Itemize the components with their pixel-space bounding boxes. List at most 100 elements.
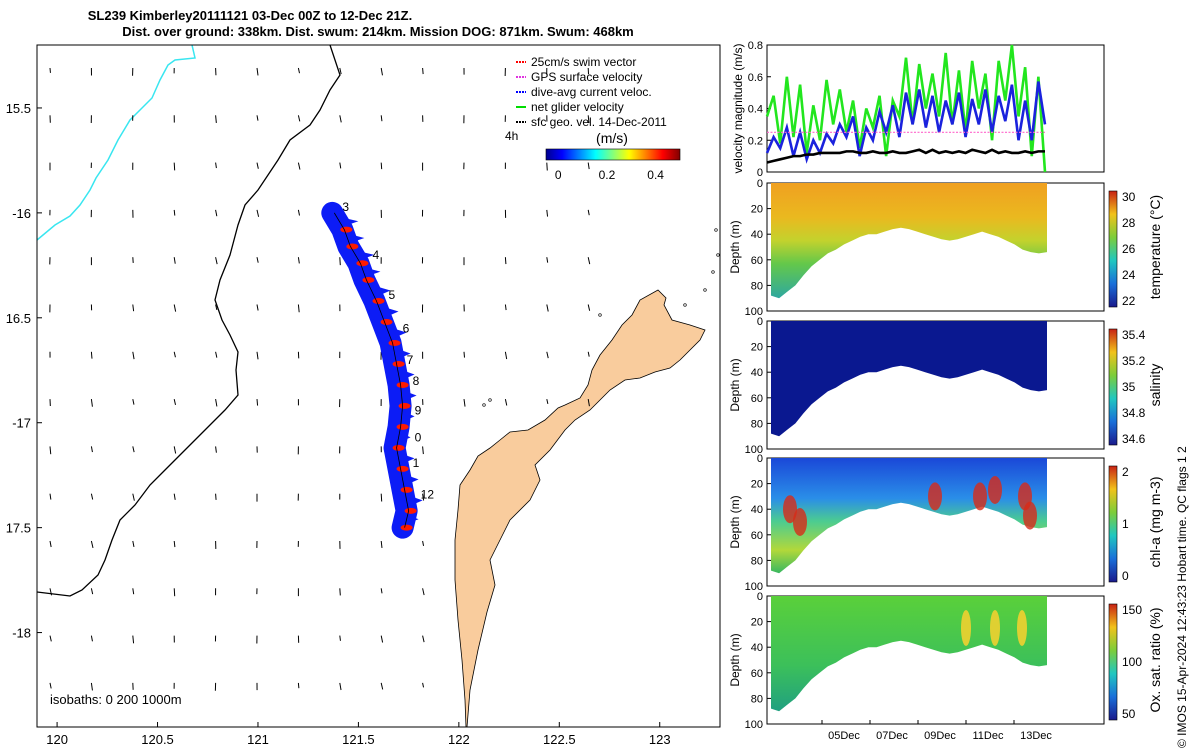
section-y-tick-label: 20	[751, 204, 763, 216]
track-day-label: 1	[413, 456, 420, 470]
velocity-arrow	[173, 209, 176, 216]
isobaths-label: isobaths: 0 200 1000m	[50, 692, 182, 707]
section-y-tick-label: 100	[745, 719, 763, 731]
section-colorbar-tick: 34.6	[1122, 432, 1146, 446]
velocity-arrow	[49, 682, 52, 689]
velocity-arrow	[215, 209, 218, 217]
velocity-arrow	[173, 446, 177, 454]
track-wedge	[388, 468, 419, 490]
section-colorbar-label: Ox. sat. ratio (%)	[1147, 607, 1163, 712]
velocity-arrow	[215, 257, 218, 265]
velocity-arrow	[546, 398, 549, 404]
track-day-label: 5	[389, 288, 396, 302]
velocity-arrow	[504, 304, 507, 311]
velocity-arrow	[256, 209, 260, 217]
section-y-label: Depth (m)	[728, 220, 742, 273]
velocity-arrow	[132, 588, 135, 595]
velocity-arrow	[504, 257, 507, 265]
legend-label: net glider velocity	[531, 100, 624, 114]
chl-maximum-blob	[1023, 501, 1037, 530]
track-wedge	[392, 489, 423, 511]
chl-maximum-blob	[783, 495, 797, 524]
speed-series-line	[765, 44, 1047, 173]
velocity-arrow	[297, 257, 300, 264]
legend-label: dive-avg current veloc.	[531, 85, 652, 99]
section-y-tick-label: 100	[745, 306, 763, 318]
speed-y-tick-label: 0.2	[748, 135, 763, 147]
velocity-arrow	[463, 399, 466, 407]
velocity-arrow	[422, 67, 424, 75]
velocity-arrow	[422, 635, 425, 643]
colorbar-tick-label: 0.2	[599, 168, 616, 182]
track-day-label: 9	[415, 403, 422, 417]
section-colorbar-tick: 35.4	[1122, 328, 1146, 342]
island-speck	[711, 270, 715, 274]
velocity-arrow	[297, 209, 300, 216]
velocity-arrow	[587, 162, 590, 170]
velocity-arrow	[380, 682, 384, 690]
chl-maximum-blob	[928, 482, 942, 511]
velocity-arrow	[49, 635, 52, 642]
chl-maximum-blob	[973, 482, 987, 511]
oxygen-high-patch	[990, 610, 1000, 646]
section-colorbar-label: chl-a (mg m-3)	[1147, 476, 1163, 567]
velocity-arrow	[132, 351, 135, 360]
time-step-label: 4h	[505, 129, 518, 143]
legend-label: 25cm/s swim vector	[531, 55, 636, 69]
section-y-tick-label: 60	[751, 668, 763, 680]
section-colorbar-tick: 1	[1122, 517, 1129, 531]
map-frame	[36, 44, 721, 728]
map-y-tick-label: 17.5	[6, 521, 31, 536]
velocity-arrow	[587, 399, 590, 407]
velocity-arrow	[132, 540, 135, 548]
velocity-arrow	[339, 67, 342, 75]
speed-y-tick-label: 0.8	[748, 40, 763, 52]
velocity-arrow	[587, 257, 591, 265]
velocity-arrow	[90, 493, 94, 500]
velocity-arrow	[256, 257, 259, 263]
velocity-arrow	[90, 351, 93, 359]
velocity-arrow	[256, 399, 259, 406]
section-colorbar	[1108, 190, 1118, 308]
land-mass	[454, 289, 720, 727]
section-y-label: Depth (m)	[728, 358, 742, 411]
swim-vector	[400, 524, 413, 531]
section-y-tick-label: 80	[751, 418, 763, 430]
section-colorbar-tick: 100	[1122, 655, 1142, 669]
velocity-arrow	[49, 446, 52, 455]
section-colorbar-tick: 2	[1122, 465, 1129, 479]
map-x-tick-label: 122.5	[543, 732, 576, 747]
track-wedge	[364, 301, 399, 322]
section-y-tick-label: 0	[757, 591, 763, 603]
swim-vector	[404, 507, 417, 514]
track-day-label: 6	[403, 321, 410, 335]
island-speck	[714, 228, 718, 232]
track-day-label: 12	[421, 487, 435, 501]
swim-vector	[356, 260, 369, 267]
track-wedge	[322, 212, 359, 230]
velocity-arrow	[587, 115, 590, 124]
velocity-arrow	[546, 351, 549, 359]
swim-vector	[396, 423, 409, 430]
section-colorbar-tick: 28	[1122, 216, 1136, 230]
velocity-arrow	[587, 351, 590, 357]
track-wedge	[390, 405, 415, 427]
map-x-tick-label: 123	[649, 732, 671, 747]
velocity-arrow	[380, 635, 384, 643]
map-y-tick-label: 16.5	[6, 311, 31, 326]
section-colorbar-tick: 26	[1122, 242, 1136, 256]
section-y-tick-label: 60	[751, 530, 763, 542]
velocity-arrow	[173, 257, 176, 264]
velocity-arrow	[256, 304, 259, 311]
speed-series-line	[765, 81, 1047, 164]
track-wedge	[384, 447, 415, 469]
section-data-fill	[771, 183, 1047, 299]
track-wedge	[372, 321, 407, 343]
velocity-arrow	[215, 351, 218, 358]
island-speck	[598, 313, 602, 317]
velocity-arrow	[504, 398, 508, 406]
section-y-tick-label: 0	[757, 316, 763, 328]
velocity-arrow	[380, 115, 383, 122]
island-speck	[683, 303, 687, 307]
